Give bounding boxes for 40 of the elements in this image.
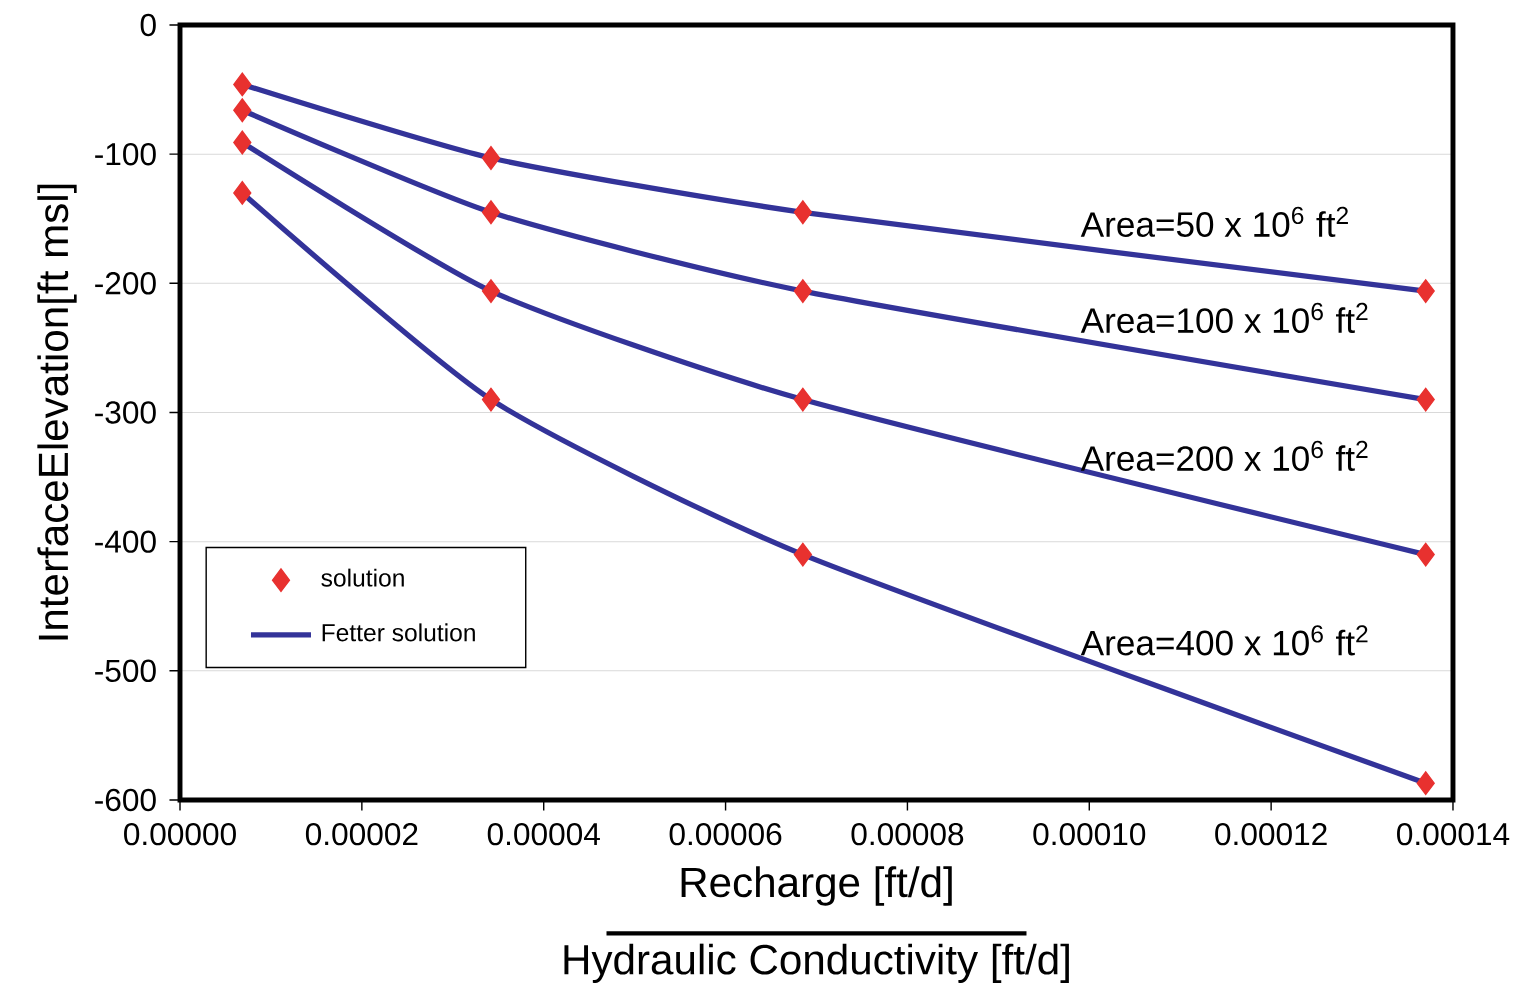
y-tick-label: -100 [95, 142, 156, 166]
point [1416, 387, 1435, 412]
x-tick-label: 0.00004 [487, 822, 600, 846]
x-tick-label: 0.00008 [851, 822, 964, 846]
point [233, 130, 252, 155]
annotation: Area=200 x 10$^{6}$ ft$^{2}$ [1080, 440, 1368, 472]
point [481, 146, 501, 170]
annotation: Area=50 x 10$^{6}$ ft$^{2}$ [1080, 206, 1348, 237]
x-tick-label: 0.00010 [1033, 822, 1146, 846]
y-tick-label: 0 [140, 13, 156, 37]
y-tick-label: -300 [95, 401, 156, 424]
point [233, 180, 252, 205]
point [793, 279, 812, 304]
x-tick-label: 0.00006 [669, 822, 782, 846]
annotation: Area=400 x 10$^{6}$ ft$^{2}$ [1080, 625, 1368, 656]
y-tick-label: -400 [95, 530, 156, 553]
point [1416, 279, 1435, 304]
x-tick-label: 0.00012 [1215, 822, 1327, 846]
legend-label: Fetter solution [322, 623, 475, 642]
point [793, 200, 812, 225]
text: Hydraulic Conductivity [ft/d] [564, 943, 1069, 983]
y-tick-label: -600 [95, 788, 156, 812]
y-tick-label: -200 [95, 272, 156, 295]
legend-label: solution [321, 568, 404, 587]
point [1416, 542, 1435, 567]
x-tick-label: 0.00002 [305, 822, 418, 846]
point [233, 72, 252, 97]
x-tick-label: 0.00014 [1397, 822, 1510, 846]
point [481, 279, 501, 304]
point [793, 542, 812, 567]
point [793, 387, 812, 412]
point [1416, 771, 1435, 796]
point [481, 387, 501, 412]
y-axis-title: InterfaceElevation[ft msl] [37, 184, 77, 640]
x-tick-label: 0.00000 [124, 822, 236, 846]
point [481, 200, 501, 225]
point [233, 98, 252, 123]
annotation: Area=100 x 10$^{6}$ ft$^{2}$ [1080, 302, 1368, 334]
x-axis-title: Recharge [ft/d] [681, 866, 952, 906]
y-tick-label: -500 [95, 659, 156, 683]
